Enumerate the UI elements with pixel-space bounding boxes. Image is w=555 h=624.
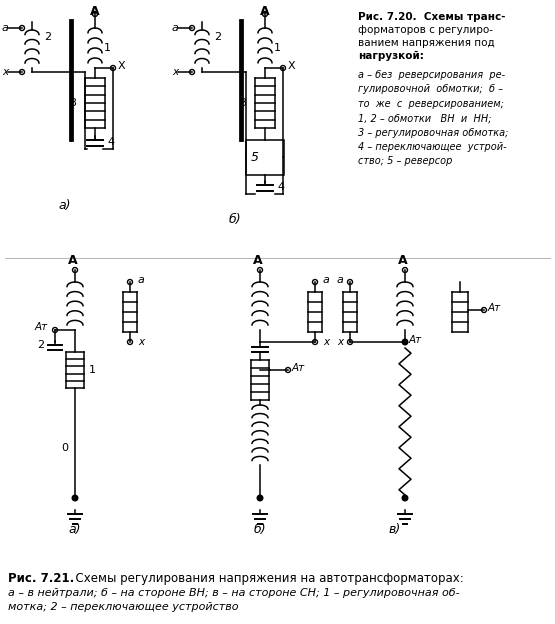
- Text: 4: 4: [277, 182, 284, 192]
- Text: а): а): [59, 198, 71, 212]
- Text: 0: 0: [62, 443, 68, 453]
- Text: х: х: [172, 67, 178, 77]
- Text: Рис. 7.20.  Схемы транс-: Рис. 7.20. Схемы транс-: [358, 12, 506, 22]
- Text: 2: 2: [44, 32, 51, 42]
- Circle shape: [72, 495, 78, 501]
- Text: 1: 1: [274, 43, 281, 53]
- Text: A: A: [260, 5, 270, 18]
- Bar: [246, 140, 284, 175]
- Circle shape: [402, 495, 408, 501]
- Text: а – без  реверсирования  ре-
гулировочной  обмотки;  б –
то  же  с  реверсирован: а – без реверсирования ре- гулировочной …: [358, 70, 508, 167]
- Text: 4: 4: [107, 137, 114, 147]
- Text: б): б): [254, 524, 266, 537]
- Text: Aт: Aт: [292, 363, 305, 373]
- Text: Схемы регулирования напряжения на автотрансформаторах:: Схемы регулирования напряжения на автотр…: [68, 572, 464, 585]
- Text: A: A: [253, 255, 263, 268]
- Text: а: а: [138, 275, 145, 285]
- Text: 1: 1: [104, 43, 111, 53]
- Text: 1: 1: [89, 365, 96, 375]
- Text: Aт: Aт: [488, 303, 501, 313]
- Text: х: х: [2, 67, 8, 77]
- Circle shape: [402, 339, 408, 345]
- Text: 5: 5: [251, 151, 259, 164]
- Text: Aт: Aт: [34, 322, 48, 332]
- Text: мотка; 2 – переключающее устройство: мотка; 2 – переключающее устройство: [8, 602, 239, 612]
- Text: в): в): [389, 524, 401, 537]
- Text: ванием напряжения под: ванием напряжения под: [358, 38, 495, 48]
- Text: A: A: [398, 255, 408, 268]
- Text: Рис. 7.21.: Рис. 7.21.: [8, 572, 74, 585]
- Text: X: X: [118, 61, 125, 71]
- Text: 2: 2: [214, 32, 221, 42]
- Text: X: X: [288, 61, 296, 71]
- Text: а: а: [323, 275, 330, 285]
- Text: нагрузкой:: нагрузкой:: [358, 51, 424, 61]
- Text: а: а: [336, 275, 344, 285]
- Text: 3: 3: [69, 98, 77, 108]
- Text: Aт: Aт: [409, 335, 422, 345]
- Text: 2: 2: [37, 340, 44, 350]
- Text: х: х: [138, 337, 144, 347]
- Text: а: а: [171, 23, 179, 33]
- Text: форматоров с регулиро-: форматоров с регулиро-: [358, 25, 493, 35]
- Text: а): а): [69, 524, 81, 537]
- Text: A: A: [90, 5, 100, 18]
- Text: х: х: [337, 337, 343, 347]
- Circle shape: [257, 495, 263, 501]
- Text: а: а: [2, 23, 8, 33]
- Text: A: A: [68, 255, 78, 268]
- Text: б): б): [229, 213, 241, 227]
- Text: х: х: [323, 337, 329, 347]
- Text: а – в нейтрали; б – на стороне ВН; в – на стороне СН; 1 – регулировочная об-: а – в нейтрали; б – на стороне ВН; в – н…: [8, 588, 460, 598]
- Text: 3: 3: [240, 98, 246, 108]
